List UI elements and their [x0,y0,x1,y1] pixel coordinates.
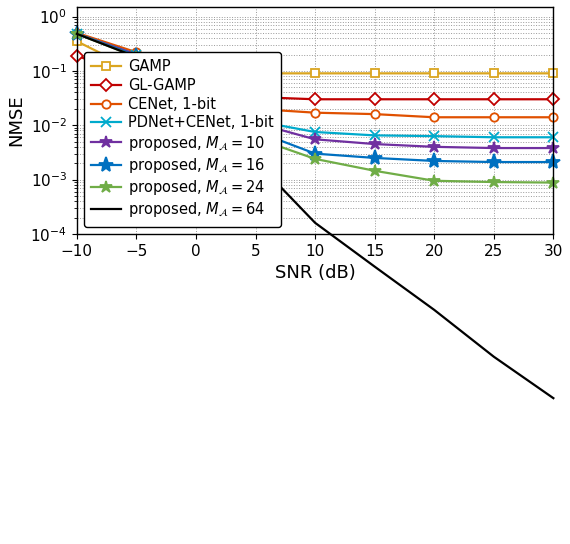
GAMP [252,70,259,77]
GAMP [550,70,557,77]
CENet, 1-bit [371,111,378,118]
proposed, $M_{\mathcal{A}} = 10$ [490,145,497,151]
proposed, $M_{\mathcal{A}} = 24$ [490,179,497,186]
Line: GAMP: GAMP [72,37,557,77]
proposed, $M_{\mathcal{A}} = 16$ [371,154,378,161]
proposed, $M_{\mathcal{A}} = 10$ [371,141,378,147]
proposed, $M_{\mathcal{A}} = 24$ [193,102,200,109]
proposed, $M_{\mathcal{A}} = 64$ [193,106,200,112]
GL-GAMP [550,96,557,103]
proposed, $M_{\mathcal{A}} = 64$ [252,158,259,164]
PDNet+CENet, 1-bit [74,30,80,37]
proposed, $M_{\mathcal{A}} = 64$ [371,263,378,270]
proposed, $M_{\mathcal{A}} = 16$ [74,30,80,37]
Y-axis label: NMSE: NMSE [7,95,25,146]
Line: CENet, 1-bit: CENet, 1-bit [72,29,557,121]
proposed, $M_{\mathcal{A}} = 10$ [133,51,140,58]
CENet, 1-bit [74,29,80,36]
proposed, $M_{\mathcal{A}} = 10$ [74,30,80,37]
proposed, $M_{\mathcal{A}} = 24$ [133,54,140,60]
GL-GAMP [133,75,140,81]
CENet, 1-bit [193,79,200,86]
proposed, $M_{\mathcal{A}} = 64$ [312,220,319,226]
proposed, $M_{\mathcal{A}} = 24$ [252,135,259,141]
CENet, 1-bit [312,109,319,116]
PDNet+CENet, 1-bit [490,134,497,140]
proposed, $M_{\mathcal{A}} = 10$ [252,120,259,126]
GAMP [490,70,497,77]
proposed, $M_{\mathcal{A}} = 16$ [133,52,140,59]
proposed, $M_{\mathcal{A}} = 16$ [550,159,557,165]
proposed, $M_{\mathcal{A}} = 16$ [490,159,497,165]
GL-GAMP [193,84,200,90]
CENet, 1-bit [431,114,438,121]
PDNet+CENet, 1-bit [550,134,557,140]
proposed, $M_{\mathcal{A}} = 64$ [133,54,140,60]
CENet, 1-bit [550,114,557,121]
GAMP [371,70,378,77]
GAMP [74,38,80,45]
GL-GAMP [74,52,80,59]
proposed, $M_{\mathcal{A}} = 64$ [431,307,438,313]
proposed, $M_{\mathcal{A}} = 16$ [193,100,200,106]
GL-GAMP [431,96,438,103]
PDNet+CENet, 1-bit [133,51,140,58]
Legend: GAMP, GL-GAMP, CENet, 1-bit, PDNet+CENet, 1-bit, proposed, $M_{\mathcal{A}} = 10: GAMP, GL-GAMP, CENet, 1-bit, PDNet+CENet… [84,52,281,227]
CENet, 1-bit [133,49,140,55]
proposed, $M_{\mathcal{A}} = 16$ [312,150,319,157]
GAMP [193,70,200,76]
GL-GAMP [371,96,378,103]
CENet, 1-bit [252,106,259,112]
GL-GAMP [252,94,259,100]
Line: GL-GAMP: GL-GAMP [72,52,557,103]
PDNet+CENet, 1-bit [371,132,378,139]
proposed, $M_{\mathcal{A}} = 24$ [371,168,378,174]
PDNet+CENet, 1-bit [312,129,319,135]
proposed, $M_{\mathcal{A}} = 24$ [431,177,438,184]
CENet, 1-bit [490,114,497,121]
Line: proposed, $M_{\mathcal{A}} = 16$: proposed, $M_{\mathcal{A}} = 16$ [69,26,561,170]
proposed, $M_{\mathcal{A}} = 16$ [431,158,438,164]
PDNet+CENet, 1-bit [431,133,438,139]
proposed, $M_{\mathcal{A}} = 24$ [312,156,319,162]
proposed, $M_{\mathcal{A}} = 10$ [431,144,438,150]
proposed, $M_{\mathcal{A}} = 10$ [193,97,200,104]
PDNet+CENet, 1-bit [193,97,200,104]
proposed, $M_{\mathcal{A}} = 64$ [490,354,497,360]
GAMP [312,70,319,77]
X-axis label: SNR (dB): SNR (dB) [275,264,356,282]
Line: proposed, $M_{\mathcal{A}} = 24$: proposed, $M_{\mathcal{A}} = 24$ [71,28,560,189]
proposed, $M_{\mathcal{A}} = 10$ [312,136,319,143]
GAMP [431,70,438,77]
GL-GAMP [312,96,319,103]
proposed, $M_{\mathcal{A}} = 10$ [550,145,557,151]
proposed, $M_{\mathcal{A}} = 16$ [252,128,259,134]
proposed, $M_{\mathcal{A}} = 24$ [74,30,80,37]
proposed, $M_{\mathcal{A}} = 64$ [550,395,557,401]
Line: proposed, $M_{\mathcal{A}} = 64$: proposed, $M_{\mathcal{A}} = 64$ [77,34,553,398]
Line: PDNet+CENet, 1-bit: PDNet+CENet, 1-bit [72,29,558,142]
proposed, $M_{\mathcal{A}} = 24$ [550,180,557,186]
Line: proposed, $M_{\mathcal{A}} = 10$: proposed, $M_{\mathcal{A}} = 10$ [71,28,560,154]
PDNet+CENet, 1-bit [252,118,259,124]
GAMP [133,67,140,74]
proposed, $M_{\mathcal{A}} = 64$ [74,30,80,37]
GL-GAMP [490,96,497,103]
